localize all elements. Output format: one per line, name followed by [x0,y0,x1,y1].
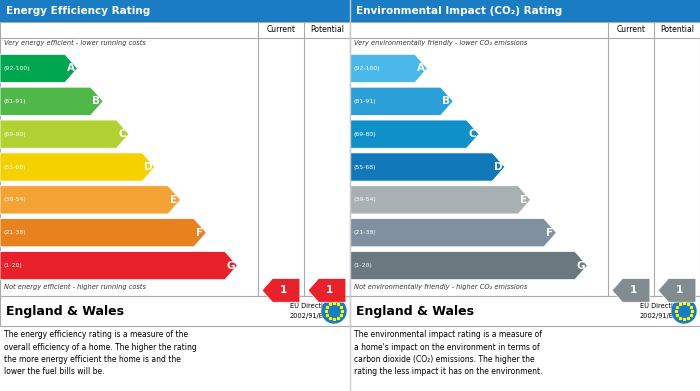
Text: (39-54): (39-54) [4,197,27,203]
Text: The environmental impact rating is a measure of
a home's impact on the environme: The environmental impact rating is a mea… [354,330,542,377]
Text: Current: Current [267,25,295,34]
Text: D: D [144,162,152,172]
Text: Potential: Potential [310,25,344,34]
Text: EU Directive: EU Directive [640,303,681,308]
Bar [0,0,350,22]
Bar [350,296,700,326]
Text: (92-100): (92-100) [354,66,381,71]
Text: Current: Current [617,25,645,34]
Text: E: E [170,195,177,205]
Polygon shape [0,186,181,214]
Bar [0,22,350,296]
Text: 2002/91/EC: 2002/91/EC [640,314,678,319]
Text: Not environmentally friendly - higher CO₂ emissions: Not environmentally friendly - higher CO… [354,284,528,290]
Polygon shape [350,219,556,247]
Text: (92-100): (92-100) [4,66,31,71]
Text: B: B [442,96,450,106]
Text: G: G [576,260,584,271]
Text: G: G [226,260,234,271]
Text: Not energy efficient - higher running costs: Not energy efficient - higher running co… [4,284,146,290]
Text: C: C [118,129,126,139]
Polygon shape [350,120,479,148]
Text: England & Wales: England & Wales [6,305,124,317]
Text: B: B [92,96,100,106]
Text: (55-68): (55-68) [354,165,377,170]
Text: (81-91): (81-91) [4,99,27,104]
Text: EU Directive: EU Directive [290,303,331,308]
Text: 1: 1 [326,285,333,295]
Text: Environmental Impact (CO₂) Rating: Environmental Impact (CO₂) Rating [356,6,562,16]
Bar [350,22,700,296]
Text: Potential: Potential [660,25,694,34]
Text: C: C [468,129,476,139]
Text: England & Wales: England & Wales [356,305,474,317]
Text: Energy Efficiency Rating: Energy Efficiency Rating [6,6,150,16]
Polygon shape [0,54,78,83]
Text: (1-20): (1-20) [354,263,372,268]
Text: F: F [196,228,203,238]
Text: (21-38): (21-38) [354,230,377,235]
Text: (55-68): (55-68) [4,165,27,170]
Polygon shape [0,153,155,181]
Text: (81-91): (81-91) [354,99,377,104]
Text: E: E [520,195,527,205]
Text: A: A [416,63,424,74]
Text: (69-80): (69-80) [4,132,27,136]
Text: 2002/91/EC: 2002/91/EC [290,314,328,319]
Text: Very environmentally friendly - lower CO₂ emissions: Very environmentally friendly - lower CO… [354,40,527,46]
Polygon shape [350,251,587,280]
Text: 1: 1 [280,285,288,295]
Polygon shape [658,278,696,302]
Text: (39-54): (39-54) [354,197,377,203]
Bar [350,0,700,22]
Text: Very energy efficient - lower running costs: Very energy efficient - lower running co… [4,40,146,46]
Polygon shape [350,87,453,115]
Polygon shape [262,278,300,302]
Circle shape [672,299,696,323]
Text: (69-80): (69-80) [354,132,377,136]
Polygon shape [350,153,505,181]
Circle shape [322,299,346,323]
Polygon shape [0,251,237,280]
Text: 1: 1 [676,285,683,295]
Polygon shape [350,186,531,214]
Text: A: A [66,63,74,74]
Text: 1: 1 [630,285,638,295]
Polygon shape [350,54,428,83]
Text: The energy efficiency rating is a measure of the
overall efficiency of a home. T: The energy efficiency rating is a measur… [4,330,197,377]
Text: F: F [546,228,553,238]
Polygon shape [308,278,346,302]
Polygon shape [0,120,129,148]
Polygon shape [0,219,206,247]
Polygon shape [612,278,650,302]
Text: (21-38): (21-38) [4,230,27,235]
Bar [0,296,350,326]
Text: (1-20): (1-20) [4,263,22,268]
Polygon shape [0,87,103,115]
Text: D: D [494,162,502,172]
